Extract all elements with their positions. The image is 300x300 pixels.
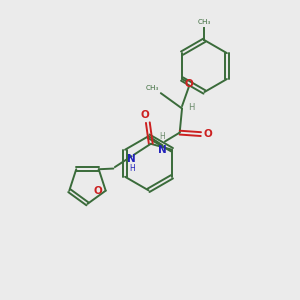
Text: CH₃: CH₃ xyxy=(146,85,159,91)
Text: CH₃: CH₃ xyxy=(198,20,211,26)
Text: H: H xyxy=(129,164,134,172)
Text: H: H xyxy=(188,103,195,112)
Text: N: N xyxy=(158,145,167,155)
Text: O: O xyxy=(184,79,193,89)
Text: O: O xyxy=(140,110,149,120)
Text: O: O xyxy=(204,129,213,139)
Text: N: N xyxy=(127,154,136,164)
Text: O: O xyxy=(93,186,102,196)
Text: H: H xyxy=(160,132,166,141)
